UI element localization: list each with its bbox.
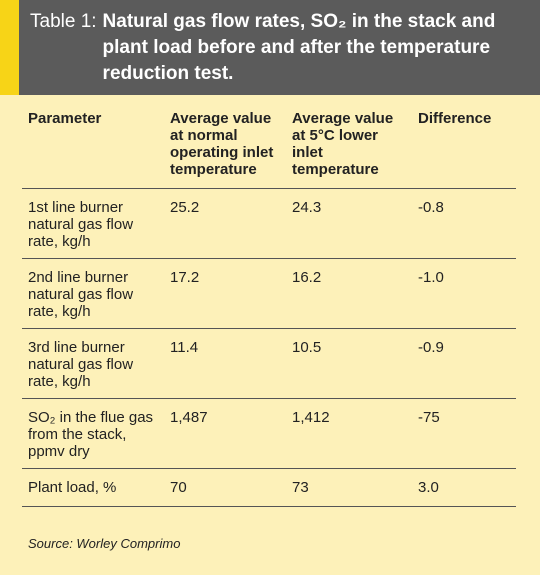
row-label: 3rd line burner natural gas flow rate, k… [22, 328, 164, 399]
cell: 10.5 [286, 328, 412, 399]
column-header: Average value at 5°C lower inlet tempera… [286, 104, 412, 189]
accent-bar [0, 0, 19, 95]
table-title: Table 1: Natural gas flow rates, SO₂ in … [30, 9, 530, 87]
cell: -0.9 [412, 328, 516, 399]
data-table: Parameter Average value at normal operati… [22, 104, 516, 507]
cell: 16.2 [286, 258, 412, 329]
cell: 1,412 [286, 398, 412, 469]
cell: 70 [164, 468, 286, 507]
header-band [0, 0, 540, 95]
cell: 73 [286, 468, 412, 507]
table-label: Table 1: [30, 11, 97, 32]
cell: 3.0 [412, 468, 516, 507]
title-text: Natural gas flow rates, SO₂ in the stack… [102, 11, 496, 84]
cell: -1.0 [412, 258, 516, 329]
table-row: 3rd line burner natural gas flow rate, k… [22, 328, 516, 399]
table-row: 2nd line burner natural gas flow rate, k… [22, 258, 516, 329]
cell: 24.3 [286, 188, 412, 259]
table-row: 1st line burner natural gas flow rate, k… [22, 188, 516, 259]
cell: 1,487 [164, 398, 286, 469]
table-row: Plant load, % 70 73 3.0 [22, 468, 516, 507]
row-label: 2nd line burner natural gas flow rate, k… [22, 258, 164, 329]
column-header: Average value at normal operating inlet … [164, 104, 286, 189]
column-header: Difference [412, 104, 516, 189]
cell: -75 [412, 398, 516, 469]
table-body: 1st line burner natural gas flow rate, k… [22, 188, 516, 507]
header-row: Parameter Average value at normal operati… [22, 104, 516, 189]
cell: 25.2 [164, 188, 286, 259]
table-row: SO₂ in the flue gas from the stack, ppmv… [22, 398, 516, 469]
row-label: SO₂ in the flue gas from the stack, ppmv… [22, 398, 164, 469]
cell: -0.8 [412, 188, 516, 259]
cell: 17.2 [164, 258, 286, 329]
column-header: Parameter [22, 104, 164, 189]
cell: 11.4 [164, 328, 286, 399]
source-note: Source: Worley Comprimo [28, 536, 181, 551]
row-label: 1st line burner natural gas flow rate, k… [22, 188, 164, 259]
row-label: Plant load, % [22, 468, 164, 507]
